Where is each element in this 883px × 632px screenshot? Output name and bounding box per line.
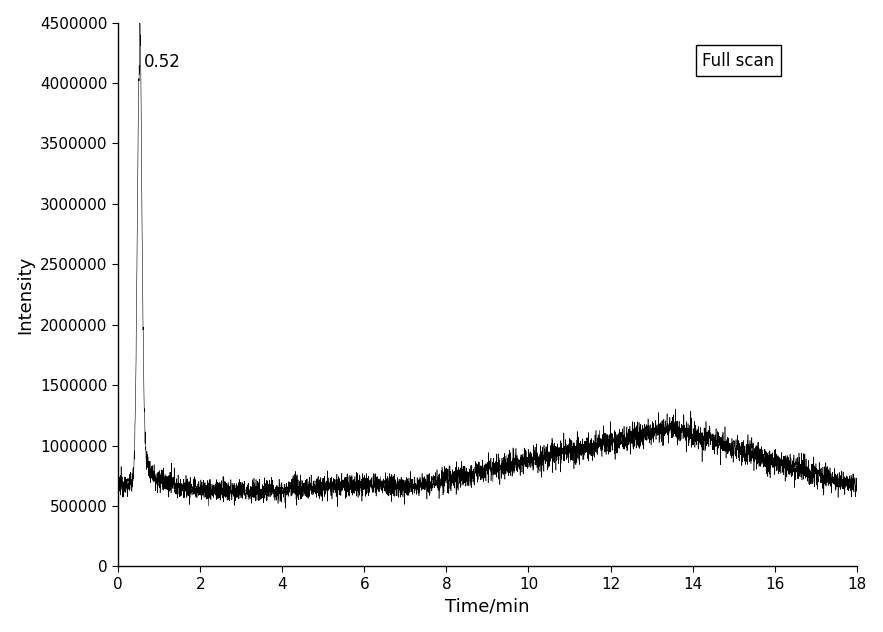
Text: 0.52: 0.52 [144,53,180,71]
Text: Full scan: Full scan [703,52,774,70]
Y-axis label: Intensity: Intensity [17,255,34,334]
X-axis label: Time/min: Time/min [445,597,530,616]
